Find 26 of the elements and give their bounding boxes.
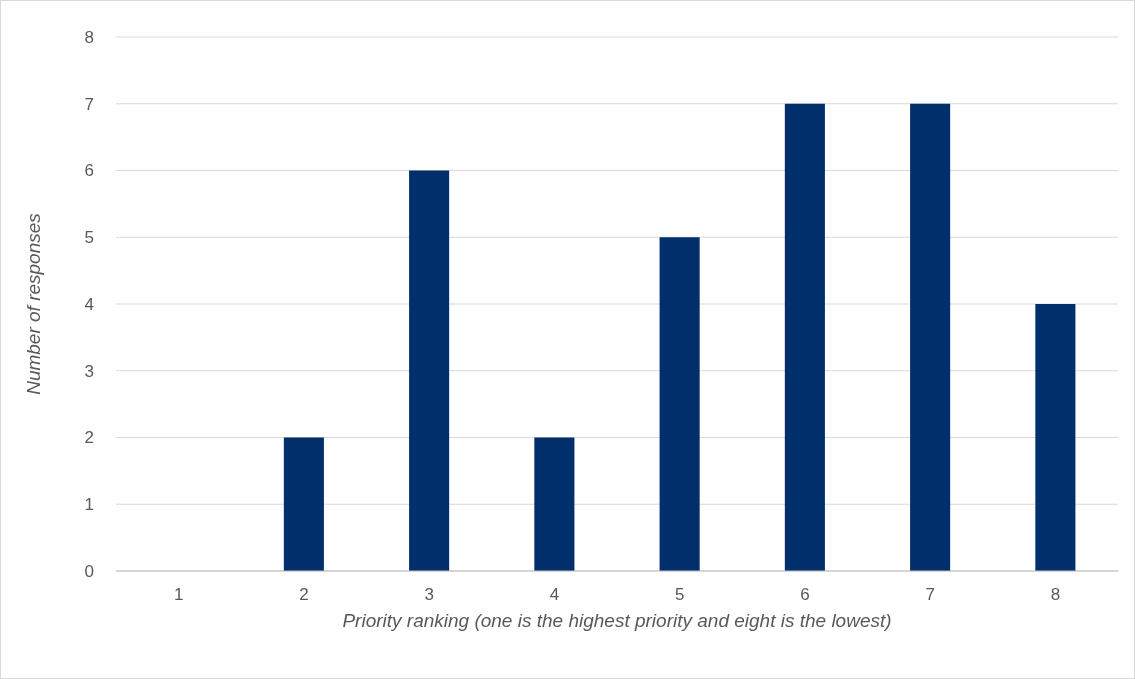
x-tick-label: 4: [549, 585, 560, 604]
bar: [659, 237, 700, 571]
y-tick-label: 2: [84, 428, 94, 448]
bar: [534, 437, 575, 571]
x-tick-label: 8: [1050, 585, 1061, 604]
y-axis-title: Number of responses: [23, 212, 44, 395]
bar: [1035, 304, 1076, 571]
x-axis-title: Priority ranking (one is the highest priority and eight is the lowest): [342, 610, 892, 631]
y-tick-label: 1: [84, 495, 94, 515]
x-tick-label: 5: [674, 585, 685, 604]
x-tick-label: 3: [424, 585, 434, 604]
y-tick-label: 7: [84, 94, 94, 114]
x-tick-label: 1: [173, 585, 184, 604]
y-tick-label: 4: [84, 294, 94, 314]
x-tick-label: 7: [925, 585, 935, 604]
x-tick-label: 6: [800, 585, 810, 604]
x-tick-label: 2: [299, 585, 309, 604]
y-tick-label: 8: [84, 27, 94, 47]
y-tick-label: 3: [84, 361, 94, 381]
bar: [910, 103, 951, 571]
bar: [784, 103, 825, 571]
y-tick-label: 6: [84, 161, 94, 181]
y-tick-label: 0: [84, 561, 94, 581]
y-tick-label: 5: [84, 228, 94, 248]
bar: [409, 170, 450, 571]
bar: [283, 437, 324, 571]
